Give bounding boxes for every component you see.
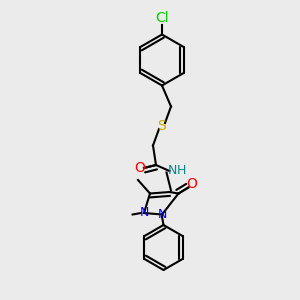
Text: N: N <box>139 206 149 220</box>
Text: N: N <box>157 208 167 221</box>
Text: S: S <box>158 119 166 133</box>
Text: O: O <box>187 178 197 191</box>
Text: N: N <box>168 164 177 178</box>
Text: H: H <box>177 164 186 178</box>
Text: Cl: Cl <box>155 11 169 25</box>
Text: O: O <box>134 161 145 175</box>
